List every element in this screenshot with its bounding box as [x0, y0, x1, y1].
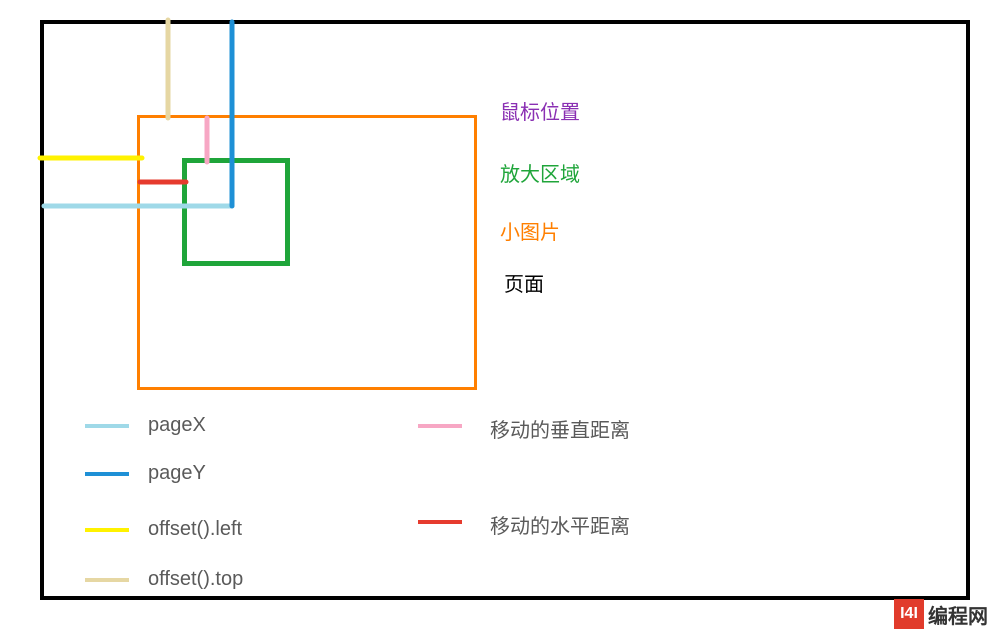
- legend-left-label-1: pageY: [148, 462, 206, 485]
- watermark-badge-icon: I4I: [894, 599, 924, 629]
- legend-right-label-1: 移动的水平距离: [490, 510, 630, 539]
- watermark: I4I 编程网: [894, 599, 988, 629]
- legend-left-swatch-2: [85, 528, 129, 532]
- legend-left-swatch-3: [85, 578, 129, 582]
- watermark-text: 编程网: [928, 600, 988, 629]
- legend-left-swatch-0: [85, 424, 129, 428]
- legend-right-label-0: 移动的垂直距离: [490, 414, 630, 443]
- boxed-label-3: 页面: [504, 268, 544, 297]
- legend-left-label-3: offset().top: [148, 568, 243, 591]
- boxed-label-1: 放大区域: [500, 158, 580, 187]
- legend-left-swatch-1: [85, 472, 129, 476]
- legend-right-swatch-0: [418, 424, 462, 428]
- legend-left-label-0: pageX: [148, 414, 206, 437]
- boxed-label-0: 鼠标位置: [500, 96, 580, 125]
- legend-right-swatch-1: [418, 520, 462, 524]
- boxed-label-2: 小图片: [500, 216, 560, 245]
- diagram-canvas: 鼠标位置放大区域小图片页面 pageX pageY offset().left off…: [0, 0, 994, 633]
- legend-left-label-2: offset().left: [148, 518, 242, 541]
- zoom-region-box: [182, 158, 290, 266]
